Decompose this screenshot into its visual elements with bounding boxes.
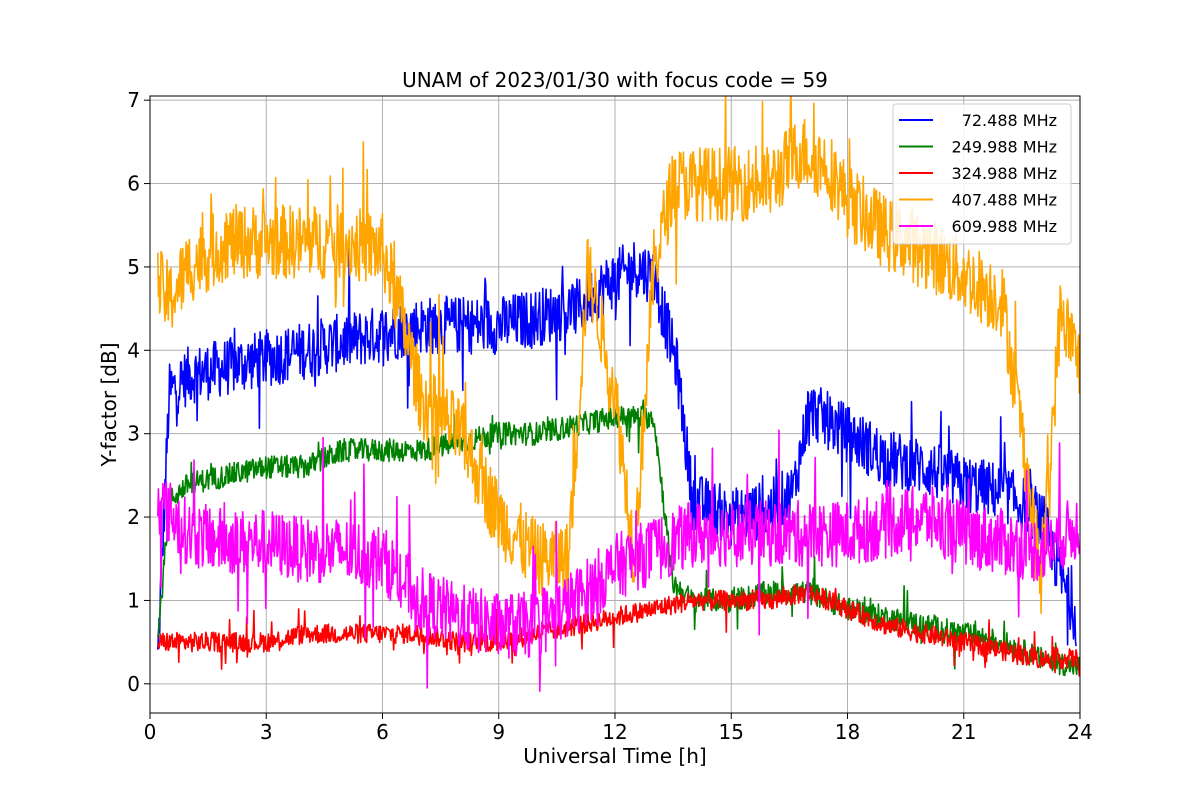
legend-label: 609.988 MHz [952,217,1057,236]
legend-label: 407.488 MHz [952,191,1057,210]
y-tick-label: 5 [127,255,140,279]
x-tick-label: 12 [602,720,627,744]
x-axis-label: Universal Time [h] [523,744,706,768]
legend-label: 249.988 MHz [952,138,1057,157]
y-tick-label: 2 [127,505,140,529]
x-tick-label: 6 [376,720,389,744]
x-tick-label: 24 [1067,720,1092,744]
y-axis-label: Y-factor [dB] [97,342,121,467]
x-tick-label: 15 [719,720,744,744]
y-tick-label: 0 [127,672,140,696]
x-tick-label: 18 [835,720,860,744]
x-tick-label: 3 [260,720,273,744]
x-tick-label: 9 [492,720,505,744]
y-tick-label: 4 [127,338,140,362]
y-tick-label: 7 [127,88,140,112]
y-tick-label: 1 [127,588,140,612]
series-line [157,584,1080,677]
legend-label: 324.988 MHz [952,164,1057,183]
series-line [157,429,1080,692]
y-tick-label: 6 [127,172,140,196]
y-axis: 0 1 2 3 4 5 6 7 [127,88,150,696]
series-layer [157,96,1080,692]
y-tick-label: 3 [127,422,140,446]
legend-label: 72.488 MHz [962,111,1057,130]
legend: 72.488 MHz 249.988 MHz 324.988 MHz 407.488 … [892,103,1072,245]
x-axis: 0 3 6 9 12 15 18 21 24 [144,713,1093,744]
series-line [157,242,1077,650]
legend-box [892,103,1072,245]
chart-title: UNAM of 2023/01/30 with focus code = 59 [402,68,828,92]
series-line [157,96,1080,614]
x-tick-label: 0 [144,720,157,744]
x-tick-label: 21 [951,720,976,744]
